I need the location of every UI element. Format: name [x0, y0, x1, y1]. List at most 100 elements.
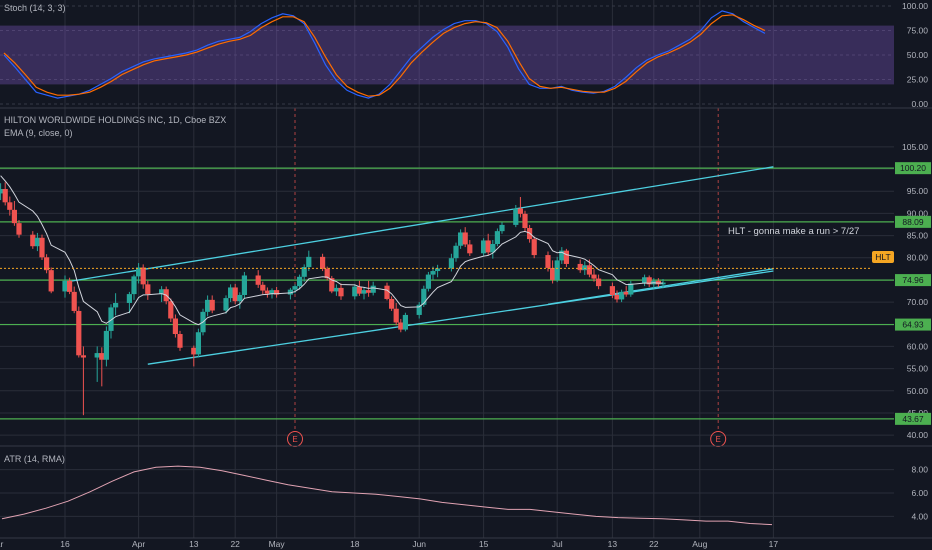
candle-body: [596, 278, 602, 287]
price-level-tag: 88.09: [902, 217, 924, 227]
symbol-price-tag: HLT: [872, 251, 894, 263]
candle-body: [591, 274, 597, 279]
price-tick-label: 95.00: [907, 186, 929, 196]
atr-tick-label: 4.00: [911, 511, 928, 521]
candle-body: [462, 232, 468, 245]
candle-body: [324, 268, 330, 279]
candle-body: [531, 239, 537, 256]
candle-body: [103, 330, 109, 360]
candle-body: [402, 314, 408, 330]
channel-line: [64, 166, 774, 283]
ema-label[interactable]: EMA (9, close, 0): [4, 128, 73, 138]
candle-body: [642, 277, 648, 284]
candle-body: [453, 245, 459, 259]
candle-body: [435, 268, 441, 272]
stoch-lines: [3, 10, 766, 99]
time-tick-label: 17: [769, 539, 779, 549]
candle-body: [563, 250, 569, 264]
stoch-tick-label: 25.00: [907, 75, 929, 85]
candle-body: [44, 257, 50, 271]
time-tick-label: 13: [189, 539, 199, 549]
price-title: HILTON WORLDWIDE HOLDINGS INC, 1D, Cboe …: [4, 115, 226, 125]
time-tick-label: 18: [350, 539, 360, 549]
candle-body: [145, 284, 151, 295]
candle-body: [241, 275, 247, 295]
atr-label[interactable]: ATR (14, RMA): [4, 454, 65, 464]
candle-body: [366, 290, 372, 293]
candle-body: [62, 280, 68, 292]
level-tags: 100.20 88.09 74.96 64.93 43.67: [895, 162, 931, 425]
candle-body: [338, 287, 344, 297]
candle-body: [582, 265, 588, 271]
candle-body: [301, 267, 307, 277]
price-tick-label: 105.00: [902, 142, 928, 152]
candle-body: [297, 276, 303, 287]
candle-body: [398, 322, 404, 330]
candle-body: [228, 287, 234, 299]
candle-body: [370, 285, 376, 293]
candle-body: [623, 291, 629, 295]
candle-body: [11, 209, 17, 224]
candle-body: [416, 304, 422, 315]
candle-body: [205, 299, 211, 312]
candle-body: [577, 263, 583, 271]
chart-annotation[interactable]: HLT - gonna make a run > 7/27: [728, 226, 859, 237]
candle-body: [191, 347, 197, 355]
candle-body: [0, 189, 4, 194]
candle-body: [384, 285, 390, 299]
candle-body: [333, 287, 339, 292]
candle-body: [485, 240, 491, 253]
candle-body: [517, 208, 523, 214]
price-tick-label: 70.00: [907, 297, 929, 307]
candle-body: [39, 237, 45, 258]
time-tick-label: 13: [608, 539, 618, 549]
candle-body: [352, 286, 358, 297]
stoch-tick-label: 100.00: [902, 1, 928, 11]
price-tick-label: 90.00: [907, 208, 929, 218]
stoch-label[interactable]: Stoch (14, 3, 3): [4, 3, 66, 13]
candle-body: [140, 267, 146, 285]
candle-body: [255, 275, 261, 285]
candle-body: [425, 274, 431, 289]
candle-body: [389, 298, 395, 309]
candle-body: [554, 260, 560, 280]
atr-tick-label: 6.00: [911, 488, 928, 498]
candle-body: [209, 299, 215, 311]
time-axis[interactable]: Mar 16 Apr 13 22 May 18 Jun 15 Jul 13 22 Aug 17: [0, 539, 778, 549]
candle-body: [356, 286, 362, 294]
candle-body: [168, 301, 174, 319]
stoch-tick-label: 50.00: [907, 50, 929, 60]
price-level-tag-bg: [895, 162, 931, 175]
time-tick-label: 22: [649, 539, 659, 549]
candle-body: [545, 255, 551, 268]
candle-body: [131, 276, 137, 295]
candle-body: [34, 237, 40, 247]
channel-line: [147, 270, 774, 365]
time-tick-label: 15: [479, 539, 489, 549]
candle-body: [195, 332, 201, 355]
candle-body: [159, 289, 165, 295]
price-level-tag: 64.93: [902, 320, 924, 330]
time-tick-label: Mar: [0, 539, 3, 549]
earnings-label: E: [292, 435, 297, 444]
candle-body: [232, 287, 238, 302]
candle-body: [614, 294, 620, 300]
time-tick-label: 16: [60, 539, 70, 549]
time-tick-label: Jul: [552, 539, 563, 549]
candle-body: [223, 298, 229, 311]
price-tick-label: 50.00: [907, 386, 929, 396]
candle-body: [172, 318, 178, 335]
candle-body: [522, 213, 528, 229]
candle-body: [269, 290, 275, 294]
candle-body: [306, 256, 312, 268]
candle-body: [2, 189, 8, 203]
candle-body: [393, 308, 399, 323]
candle-body: [287, 289, 293, 295]
candle-body: [16, 223, 22, 235]
symbol-tag-text: HLT: [875, 252, 890, 262]
time-tick-label: Jun: [412, 539, 426, 549]
candle-body: [30, 234, 36, 247]
price-level-tag: 74.96: [902, 275, 924, 285]
